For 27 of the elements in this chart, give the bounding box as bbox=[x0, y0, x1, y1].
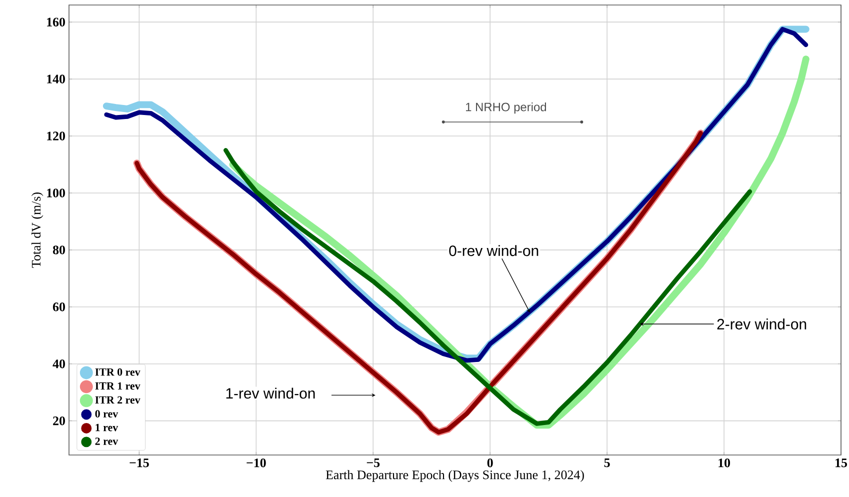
x-axis-title: Earth Departure Epoch (Days Since June 1, 2024) bbox=[326, 470, 584, 482]
annotation: 1 NRHO period bbox=[466, 102, 546, 114]
y-tick-label: 60 bbox=[52, 302, 65, 312]
x-tick-label: −15 bbox=[130, 458, 149, 468]
legend-label: ITR 2 rev bbox=[95, 396, 140, 404]
legend-label: 0 rev bbox=[95, 410, 118, 418]
y-tick-label: 40 bbox=[52, 359, 65, 368]
annotation: 0-rev wind-on bbox=[449, 245, 538, 256]
annotation: 1-rev wind-on bbox=[226, 388, 315, 399]
annotation: 2-rev wind-on bbox=[717, 318, 806, 330]
x-tick-label: 5 bbox=[604, 458, 610, 468]
x-tick-label: 10 bbox=[718, 458, 730, 468]
y-tick-label: 140 bbox=[47, 74, 65, 84]
legend-label: 1 rev bbox=[96, 424, 118, 432]
legend-label: ITR 0 rev bbox=[95, 368, 140, 376]
x-tick-label: −10 bbox=[246, 458, 266, 468]
x-tick-label: −5 bbox=[366, 458, 380, 468]
y-tick-label: 80 bbox=[52, 246, 65, 254]
y-tick-label: 20 bbox=[53, 416, 65, 426]
y-tick-label: 120 bbox=[47, 132, 65, 140]
y-tick-label: 100 bbox=[47, 188, 65, 198]
x-tick-label: 15 bbox=[836, 458, 848, 468]
x-tick-label: 0 bbox=[487, 458, 493, 468]
y-axis-title: Total dV (m/s) bbox=[31, 192, 44, 268]
y-tick-label: 160 bbox=[47, 18, 65, 26]
legend-label: ITR 1 rev bbox=[95, 382, 140, 390]
legend-label: 2 rev bbox=[95, 438, 118, 445]
